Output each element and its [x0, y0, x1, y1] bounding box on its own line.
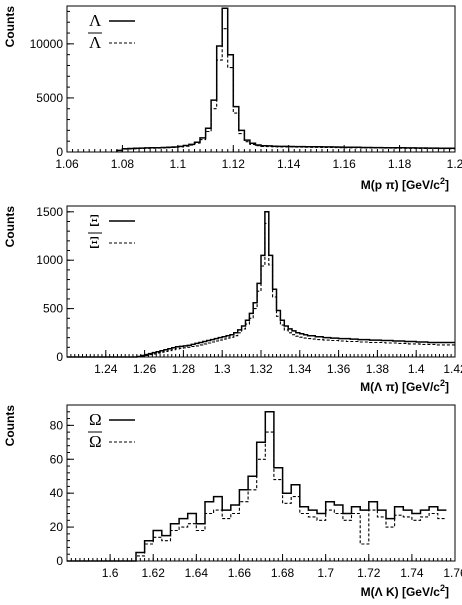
x-tick-label: 1.08 — [111, 157, 135, 171]
x-tick-label: 1.34 — [288, 362, 312, 376]
x-tick-label: 1.26 — [133, 362, 157, 376]
histogram-solid-omega — [67, 411, 447, 562]
x-tick-label: 1.36 — [327, 362, 351, 376]
x-tick-label: 1.7 — [317, 566, 334, 580]
x-axis-title: M(p π) [GeV/c2] — [361, 176, 449, 192]
panel-lambda: 1.06 1.08 1.1 1.12 1.14 1.16 1.18 1.2 0 5000 10000… — [3, 5, 462, 192]
x-tick-label: 1.66 — [228, 566, 252, 580]
x-tick-label: 1.64 — [185, 566, 209, 580]
x-tick-label: 1.72 — [357, 566, 381, 580]
x-tick-label: 1.62 — [142, 566, 166, 580]
panel-omega: 1.6 1.62 1.64 1.66 1.68 1.7 1.72 1.74 1.76 0 20 40 6… — [3, 404, 462, 599]
x-tick-label: 1.4 — [408, 362, 425, 376]
x-tick-label: 1.1 — [170, 157, 187, 171]
histogram-solid-lambda — [116, 7, 455, 152]
x-tick-label: 1.24 — [94, 362, 118, 376]
legend-symbol-anti: Ω — [89, 432, 102, 451]
y-tick-label: 0 — [56, 350, 63, 364]
x-tick-label: 1.18 — [388, 157, 412, 171]
y-tick-label: 10000 — [30, 37, 64, 51]
legend-symbol-anti: Λ — [89, 33, 102, 52]
histogram-solid-xi — [67, 211, 455, 358]
y-tick-label: 500 — [43, 302, 63, 316]
legend-symbol-particle: Ω — [89, 410, 102, 429]
y-tick-label: 0 — [56, 145, 63, 159]
legend-symbol-particle: Ξ — [89, 211, 100, 230]
x-tick-label: 1.2 — [447, 157, 462, 171]
x-tick-label: 1.6 — [102, 566, 119, 580]
x-axis-title: M(Λ π) [GeV/c2] — [360, 378, 449, 394]
y-tick-label: 80 — [50, 418, 64, 432]
x-tick-label: 1.28 — [172, 362, 196, 376]
legend-symbol-anti: Ξ — [89, 233, 100, 252]
x-tick-label: 1.14 — [277, 157, 301, 171]
plot-frame — [66, 404, 456, 562]
x-tick-label: 1.16 — [332, 157, 356, 171]
y-tick-label: 40 — [50, 486, 64, 500]
x-tick-label: 1.74 — [400, 566, 424, 580]
x-tick-label: 1.38 — [366, 362, 390, 376]
x-axis-title: M(Λ K) [GeV/c2] — [361, 583, 449, 599]
y-axis-title: Counts — [3, 405, 17, 447]
y-tick-label: 60 — [50, 452, 64, 466]
y-axis-title: Counts — [3, 206, 17, 248]
x-tick-label: 1.12 — [222, 157, 246, 171]
y-tick-label: 1500 — [36, 205, 63, 219]
x-tick-label: 1.32 — [249, 362, 273, 376]
y-axis-title: Counts — [3, 6, 17, 48]
y-tick-label: 1000 — [36, 253, 63, 267]
histogram-dashed-xi — [67, 222, 455, 358]
y-tick-label: 0 — [56, 554, 63, 568]
histogram-dashed-omega — [67, 431, 447, 562]
x-tick-label: 1.76 — [443, 566, 462, 580]
y-tick-label: 20 — [50, 520, 64, 534]
legend-symbol-particle: Λ — [89, 11, 102, 30]
x-tick-label: 1.3 — [214, 362, 231, 376]
x-tick-label: 1.06 — [55, 157, 79, 171]
x-tick-label: 1.42 — [443, 362, 462, 376]
histogram-dashed-lambda — [116, 28, 455, 152]
y-tick-label: 5000 — [36, 91, 63, 105]
x-tick-label: 1.68 — [271, 566, 295, 580]
plot-frame — [66, 5, 456, 153]
panel-xi: 1.24 1.26 1.28 1.3 1.32 1.34 1.36 1.38 1.4 1.42 0 5… — [3, 205, 462, 394]
